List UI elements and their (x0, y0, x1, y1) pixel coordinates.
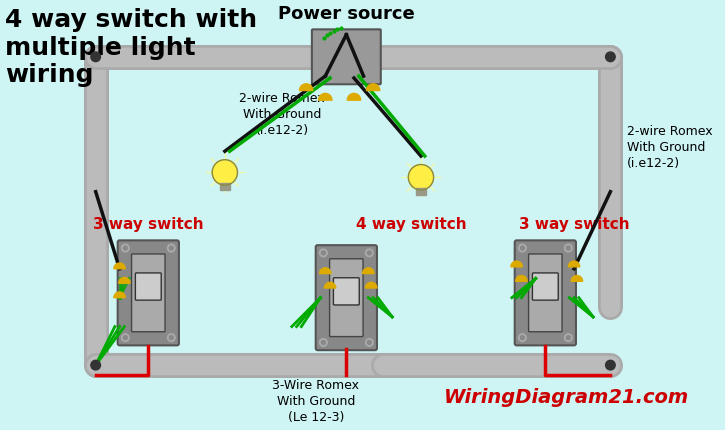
Text: 4 way switch: 4 way switch (356, 216, 467, 231)
Circle shape (365, 249, 373, 257)
Wedge shape (362, 268, 374, 274)
Wedge shape (365, 283, 377, 289)
Circle shape (91, 53, 101, 62)
Text: WiringDiagram21.com: WiringDiagram21.com (444, 387, 689, 405)
Wedge shape (318, 94, 332, 101)
Circle shape (365, 339, 373, 347)
Text: 3 way switch: 3 way switch (518, 216, 629, 231)
Circle shape (521, 246, 524, 250)
Bar (415, 188, 426, 196)
Circle shape (368, 252, 371, 255)
Wedge shape (347, 94, 360, 101)
FancyBboxPatch shape (131, 255, 165, 332)
Circle shape (565, 245, 572, 252)
Circle shape (91, 360, 101, 370)
Wedge shape (515, 276, 527, 282)
FancyBboxPatch shape (515, 241, 576, 346)
Circle shape (518, 334, 526, 342)
Text: 3-Wire Romex
With Ground
(Le 12-3): 3-Wire Romex With Ground (Le 12-3) (272, 378, 359, 423)
Wedge shape (366, 85, 380, 91)
Wedge shape (324, 283, 336, 289)
FancyBboxPatch shape (136, 273, 161, 301)
FancyBboxPatch shape (529, 255, 562, 332)
Circle shape (321, 341, 326, 344)
FancyBboxPatch shape (532, 273, 558, 301)
Wedge shape (568, 261, 580, 267)
Wedge shape (114, 292, 125, 298)
Circle shape (368, 341, 371, 344)
Wedge shape (299, 85, 313, 91)
Circle shape (408, 165, 434, 190)
Text: 3 way switch: 3 way switch (93, 216, 204, 231)
Wedge shape (320, 268, 331, 274)
FancyBboxPatch shape (330, 259, 363, 337)
Circle shape (565, 334, 572, 342)
Circle shape (320, 339, 327, 347)
Circle shape (566, 246, 570, 250)
Circle shape (170, 246, 173, 250)
Circle shape (212, 160, 238, 186)
Circle shape (167, 245, 175, 252)
Circle shape (320, 249, 327, 257)
Circle shape (122, 334, 129, 342)
Wedge shape (114, 264, 125, 269)
Circle shape (605, 360, 616, 370)
FancyBboxPatch shape (117, 241, 179, 346)
Wedge shape (511, 261, 523, 267)
FancyBboxPatch shape (315, 246, 377, 350)
Wedge shape (571, 276, 583, 282)
Wedge shape (119, 278, 130, 283)
Circle shape (170, 336, 173, 340)
Bar (220, 184, 230, 191)
Circle shape (566, 336, 570, 340)
Text: Power source: Power source (278, 5, 415, 23)
FancyBboxPatch shape (312, 30, 381, 85)
Circle shape (605, 53, 616, 62)
Text: 2-wire Romex
With Ground
(i.e12-2): 2-wire Romex With Ground (i.e12-2) (626, 125, 712, 170)
Circle shape (321, 252, 326, 255)
Circle shape (122, 245, 129, 252)
Circle shape (167, 334, 175, 342)
Circle shape (521, 336, 524, 340)
FancyBboxPatch shape (334, 278, 360, 305)
Circle shape (123, 246, 128, 250)
Text: 4 way switch with
multiple light
wiring: 4 way switch with multiple light wiring (5, 8, 257, 87)
Circle shape (123, 336, 128, 340)
Circle shape (518, 245, 526, 252)
Text: 2-wire Romex
With Ground
(i.e12-2): 2-wire Romex With Ground (i.e12-2) (239, 91, 325, 136)
